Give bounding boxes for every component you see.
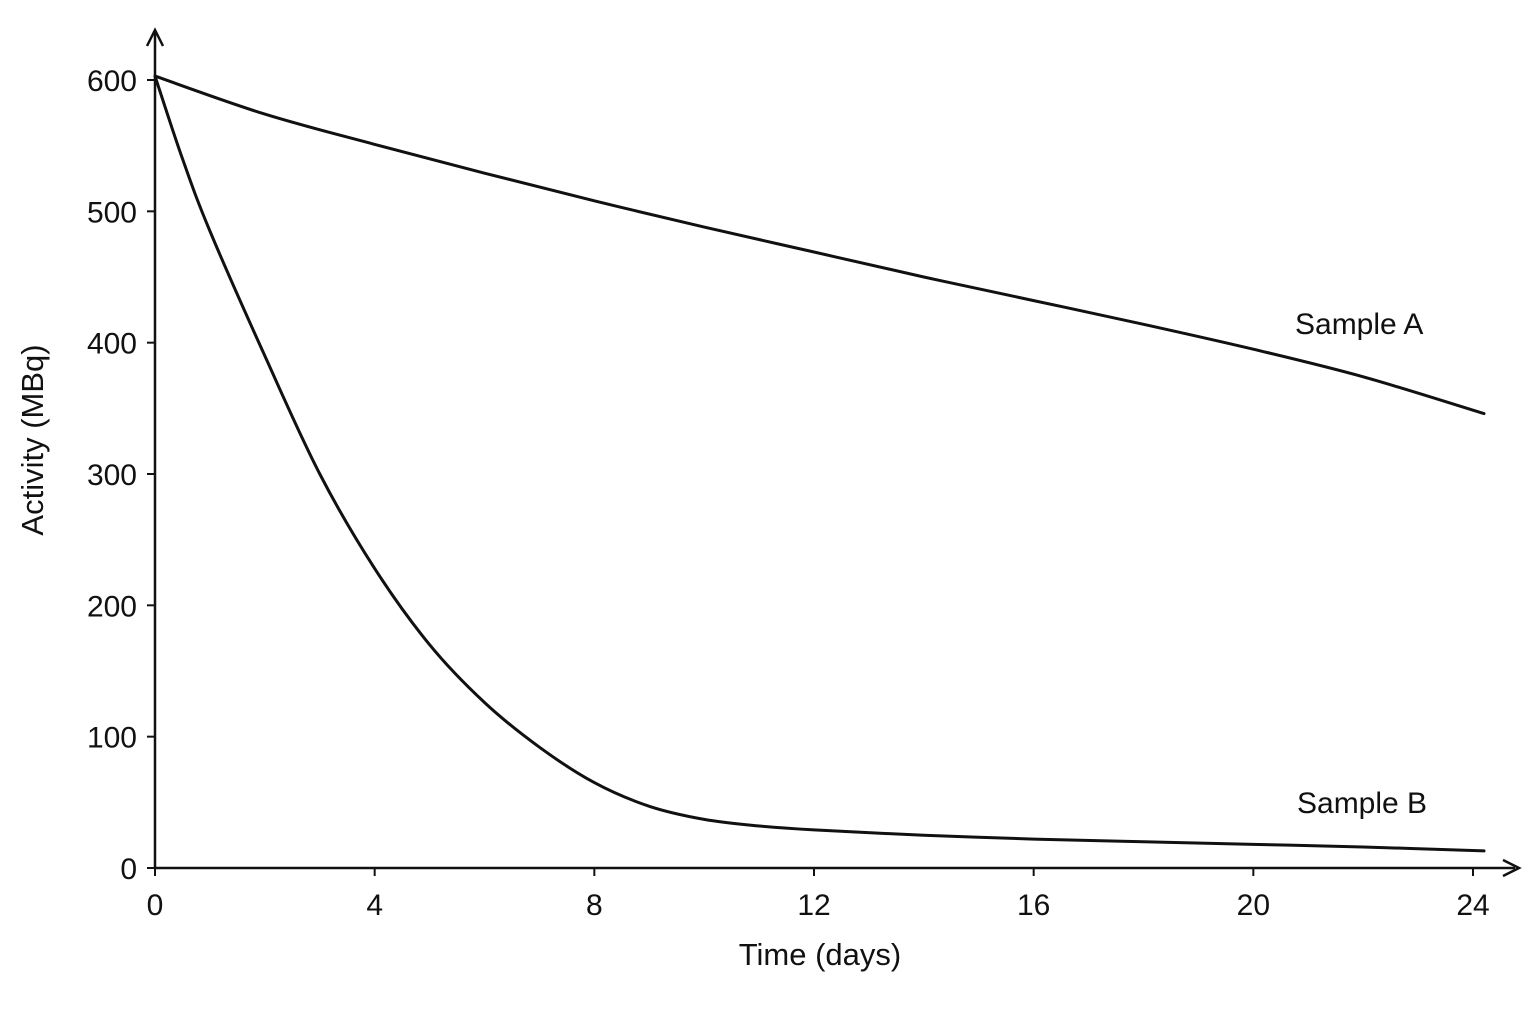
series-label-b: Sample B — [1297, 787, 1427, 820]
x-tick-label: 16 — [1017, 889, 1050, 922]
x-tick-label: 4 — [366, 889, 383, 922]
y-tick-label: 300 — [87, 459, 137, 492]
y-axis-title: Activity (MBq) — [15, 344, 50, 535]
x-tick-label: 20 — [1237, 889, 1270, 922]
y-tick-label: 100 — [87, 722, 137, 755]
y-tick-label: 200 — [87, 590, 137, 623]
series-label-a: Sample A — [1295, 308, 1423, 341]
series-line-sample-a — [153, 74, 1486, 416]
ticks-layer: 0 4 8 12 16 20 24 0 100 200 300 400 500 600 — [87, 65, 1490, 922]
x-axis-title: Time (days) — [739, 937, 901, 972]
y-tick-label: 0 — [120, 853, 137, 886]
y-tick-label: 500 — [87, 196, 137, 229]
x-tick-label: 8 — [586, 889, 603, 922]
series-line-sample-b — [153, 74, 1486, 853]
y-tick-label: 400 — [87, 328, 137, 361]
x-tick-label: 0 — [147, 889, 164, 922]
x-tick-label: 24 — [1456, 889, 1489, 922]
y-tick-label: 600 — [87, 65, 137, 98]
x-tick-label: 12 — [797, 889, 830, 922]
x-axis-arrow — [1502, 858, 1522, 878]
series-layer — [153, 74, 1486, 853]
y-axis-arrow — [145, 27, 165, 47]
